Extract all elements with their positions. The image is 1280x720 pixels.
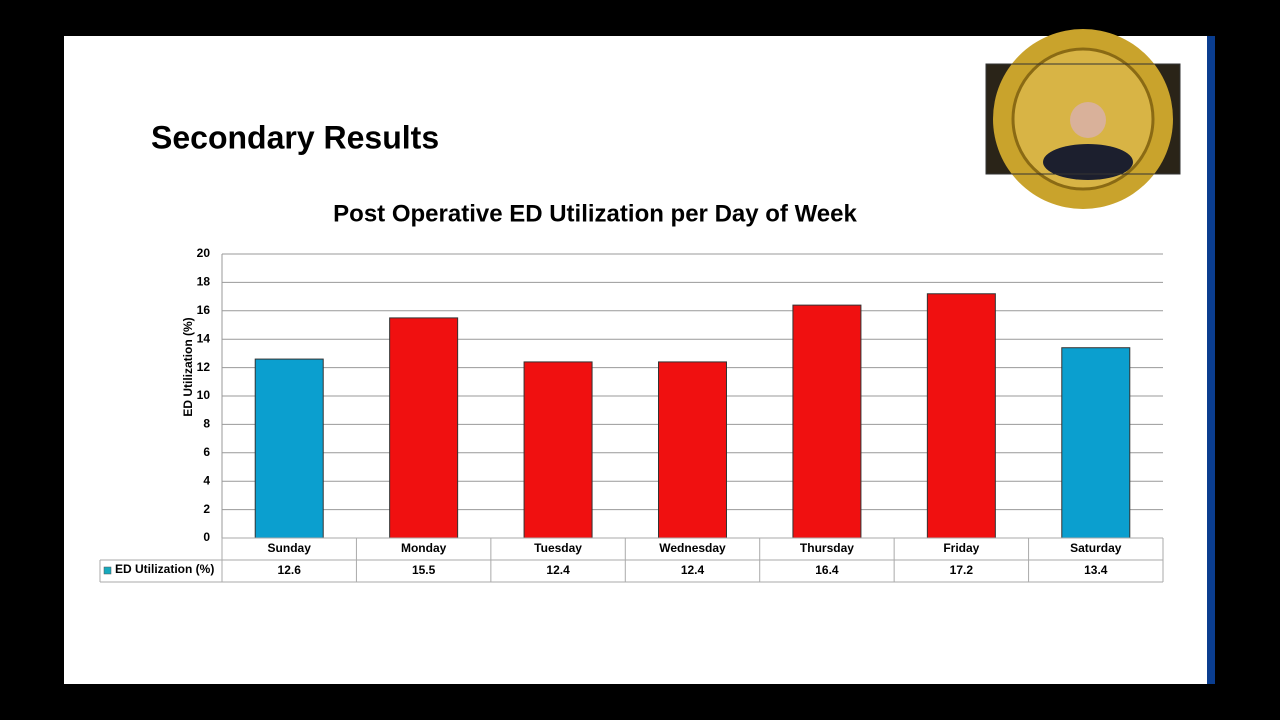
legend-label: ED Utilization (%) xyxy=(115,562,214,576)
bar xyxy=(389,317,459,539)
bar xyxy=(792,304,862,539)
speaker-video xyxy=(985,29,1181,209)
data-table-value: 12.6 xyxy=(278,563,302,577)
x-tick-label: Tuesday xyxy=(534,541,582,555)
y-tick-label: 0 xyxy=(203,530,210,544)
data-table-value: 15.5 xyxy=(412,563,436,577)
x-tick-label: Thursday xyxy=(800,541,854,555)
y-tick-label: 20 xyxy=(197,246,211,260)
bar xyxy=(1061,347,1131,539)
y-tick-label: 18 xyxy=(197,275,211,289)
legend-key xyxy=(103,566,112,575)
bar xyxy=(658,361,727,539)
y-tick-label: 16 xyxy=(197,303,211,317)
data-table-value: 12.4 xyxy=(546,563,570,577)
y-tick-label: 14 xyxy=(197,331,211,345)
bar xyxy=(523,361,593,539)
y-axis-label: ED Utilization (%) xyxy=(181,317,195,416)
speaker-body xyxy=(1043,144,1133,180)
x-tick-label: Saturday xyxy=(1070,541,1122,555)
data-table-value: 12.4 xyxy=(681,563,705,577)
speaker-head xyxy=(1070,102,1106,138)
y-tick-label: 8 xyxy=(203,417,210,431)
x-tick-label: Friday xyxy=(943,541,979,555)
slide-title: Secondary Results xyxy=(151,119,439,155)
y-tick-label: 10 xyxy=(197,388,211,402)
chart-title: Post Operative ED Utilization per Day of… xyxy=(333,200,857,227)
slide-edge xyxy=(1207,36,1215,684)
x-tick-label: Sunday xyxy=(268,541,312,555)
bar xyxy=(254,358,324,539)
data-table-value: 16.4 xyxy=(815,563,839,577)
y-tick-label: 12 xyxy=(197,360,211,374)
x-tick-label: Monday xyxy=(401,541,447,555)
video-border xyxy=(985,63,1181,175)
data-table-value: 17.2 xyxy=(950,563,974,577)
data-table-value: 13.4 xyxy=(1084,563,1108,577)
y-tick-label: 2 xyxy=(203,502,210,516)
y-tick-label: 4 xyxy=(203,473,210,487)
x-tick-label: Wednesday xyxy=(659,541,726,555)
bar xyxy=(926,293,996,539)
y-tick-label: 6 xyxy=(203,445,210,459)
